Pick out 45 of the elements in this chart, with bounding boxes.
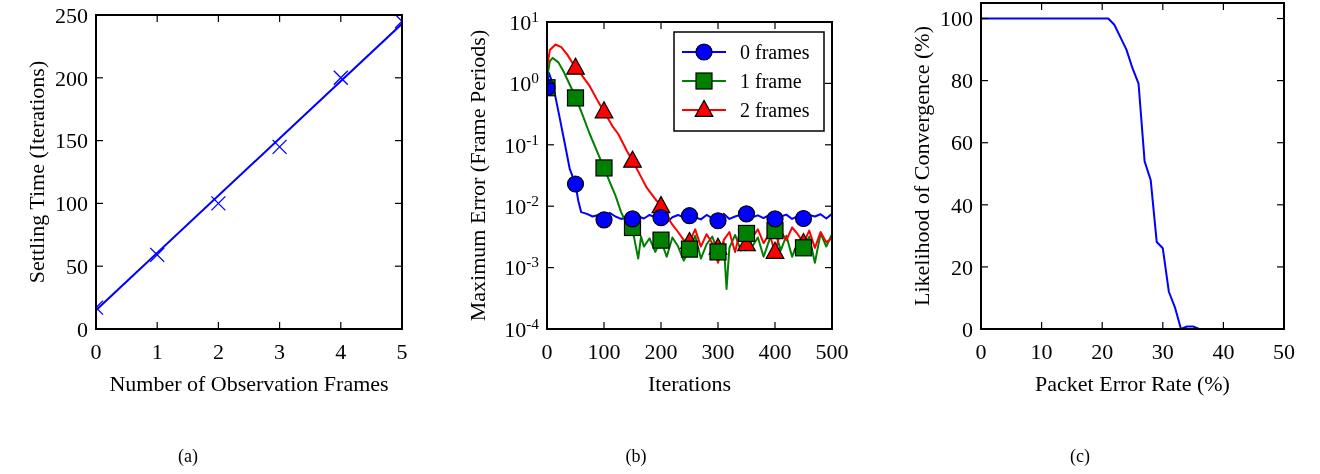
legend-label: 1 frame: [740, 70, 802, 92]
y-axis-title: Likelihood of Convergence (%): [909, 25, 934, 307]
text: (a): [178, 446, 198, 467]
y-tick-label: 60: [951, 130, 973, 156]
x-tick-label: 20: [1091, 339, 1114, 364]
x-axis-title: Number of Observation Frames: [109, 371, 389, 396]
y-tick-label: 40: [951, 192, 973, 218]
y-tick-label: 10$^{-4}$: [504, 314, 540, 342]
y-tick-label: 10$^{-1}$: [504, 130, 539, 158]
text: (c): [1070, 446, 1090, 467]
y-axis-title: Settling Time (Iterations): [24, 60, 49, 284]
y-tick-label: 150: [55, 128, 88, 154]
x-tick-label: 3: [274, 339, 286, 364]
x-tick-label: 400: [758, 339, 792, 364]
x-axis-title: Iterations: [647, 371, 732, 396]
y-tick-label: 10$^{1}$: [509, 7, 539, 35]
x-tick-label: 10: [1030, 339, 1053, 364]
legend-label: 0 frames: [740, 41, 810, 63]
y-tick-label: 100: [940, 6, 973, 32]
x-tick-label: 2: [212, 339, 224, 364]
y-axis-title: Maximum Error (Frame Periods): [465, 29, 490, 322]
x-axis-title: Packet Error Rate (%): [1035, 371, 1230, 396]
y-tick-label: 200: [55, 65, 88, 91]
x-tick-label: 300: [701, 339, 735, 364]
legend-label: 2 frames: [740, 99, 810, 121]
y-tick-label: 250: [55, 2, 88, 28]
x-tick-label: 100: [587, 339, 621, 364]
x-tick-label: 200: [644, 339, 678, 364]
text: (b): [625, 446, 647, 467]
y-tick-label: 50: [66, 253, 88, 279]
x-tick-label: 500: [815, 339, 849, 364]
y-tick-label: 10$^{-2}$: [504, 191, 539, 219]
x-tick-label: 5: [396, 339, 408, 364]
y-tick-label: 0: [77, 316, 88, 342]
x-tick-label: 40: [1212, 339, 1235, 364]
x-tick-label: 30: [1151, 339, 1174, 364]
y-tick-label: 80: [951, 68, 973, 94]
x-tick-label: 4: [335, 339, 347, 364]
y-tick-label: 100: [55, 191, 88, 217]
y-tick-label: 10$^{0}$: [509, 68, 540, 97]
x-tick-label: 1: [151, 339, 163, 364]
y-tick-label: 20: [951, 254, 973, 280]
y-tick-label: 10$^{-3}$: [504, 252, 540, 281]
y-tick-label: 0: [962, 316, 973, 342]
x-tick-label: 50: [1273, 339, 1295, 364]
